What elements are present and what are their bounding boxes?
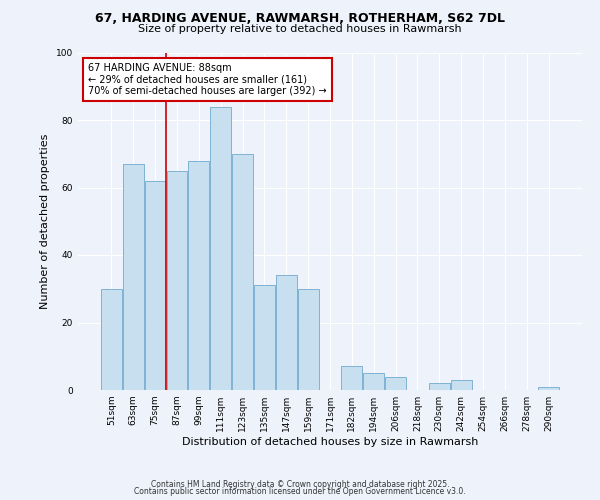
Bar bbox=[276, 275, 296, 390]
Bar bbox=[210, 106, 231, 390]
Bar bbox=[167, 170, 187, 390]
Bar bbox=[341, 366, 362, 390]
Bar bbox=[364, 373, 384, 390]
Text: Contains public sector information licensed under the Open Government Licence v3: Contains public sector information licen… bbox=[134, 487, 466, 496]
Bar bbox=[188, 160, 209, 390]
Bar bbox=[145, 180, 166, 390]
Bar bbox=[123, 164, 143, 390]
Text: Size of property relative to detached houses in Rawmarsh: Size of property relative to detached ho… bbox=[138, 24, 462, 34]
Y-axis label: Number of detached properties: Number of detached properties bbox=[40, 134, 50, 309]
Bar bbox=[429, 383, 450, 390]
Text: Contains HM Land Registry data © Crown copyright and database right 2025.: Contains HM Land Registry data © Crown c… bbox=[151, 480, 449, 489]
Text: 67, HARDING AVENUE, RAWMARSH, ROTHERHAM, S62 7DL: 67, HARDING AVENUE, RAWMARSH, ROTHERHAM,… bbox=[95, 12, 505, 26]
X-axis label: Distribution of detached houses by size in Rawmarsh: Distribution of detached houses by size … bbox=[182, 437, 478, 447]
Bar bbox=[298, 289, 319, 390]
Bar bbox=[451, 380, 472, 390]
Bar bbox=[232, 154, 253, 390]
Bar bbox=[101, 289, 122, 390]
Bar bbox=[385, 376, 406, 390]
Text: 67 HARDING AVENUE: 88sqm
← 29% of detached houses are smaller (161)
70% of semi-: 67 HARDING AVENUE: 88sqm ← 29% of detach… bbox=[88, 62, 327, 96]
Bar bbox=[254, 286, 275, 390]
Bar bbox=[538, 386, 559, 390]
